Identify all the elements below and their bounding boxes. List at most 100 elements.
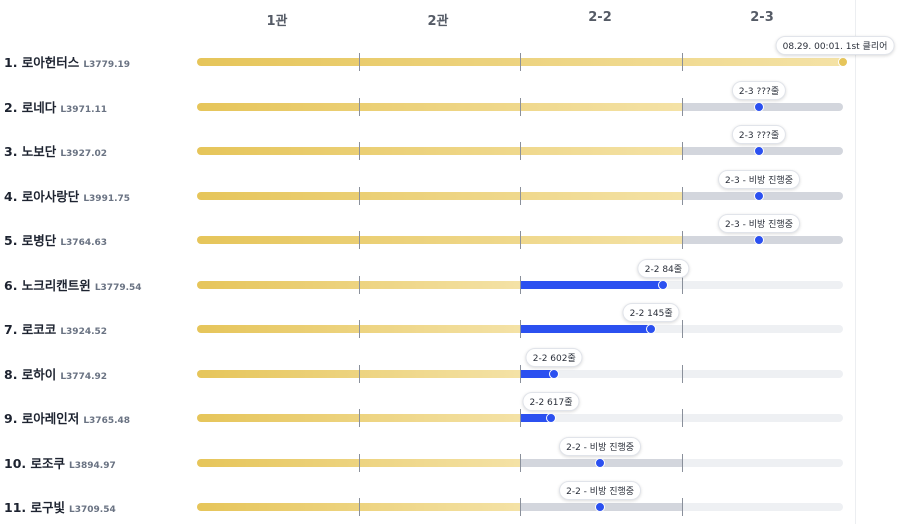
guild-name: 6. 노크리캔트윈 xyxy=(4,277,91,293)
stage-divider xyxy=(520,142,521,160)
guild-name: 1. 로아헌터스 xyxy=(4,55,80,70)
guild-level: L3924.52 xyxy=(60,327,108,337)
guild-label: 10. 로조쿠 L3894.97 xyxy=(4,441,116,485)
stage-divider xyxy=(520,231,521,249)
stage-divider xyxy=(358,142,360,160)
stage-divider xyxy=(358,498,360,516)
progress-track: 2-2 145줄 xyxy=(197,303,843,338)
progress-tooltip: 2-2 617줄 xyxy=(522,392,580,411)
guild-name: 10. 로조쿠 xyxy=(4,455,65,471)
column-header: 2-3 xyxy=(750,10,774,25)
column-header: 1관 xyxy=(266,14,288,29)
ranking-row: 1. 로아헌터스 L3779.19 08.29. 00:01. 1st 클리어 xyxy=(0,36,900,84)
ranking-row: 5. 로병단 L3764.63 2-3 - 비방 진행중 xyxy=(0,214,900,262)
progress-marker xyxy=(549,368,560,379)
guild-label: 2. 로네다 L3971.11 xyxy=(4,85,107,129)
ranking-row: 4. 로아사랑단 L3991.75 2-3 - 비방 진행중 xyxy=(0,169,900,218)
progress-tooltip: 2-2 84줄 xyxy=(637,258,690,278)
stage-divider xyxy=(681,320,683,338)
stage-divider xyxy=(520,53,521,71)
stage-divider xyxy=(681,231,683,249)
progress-track: 2-2 617줄 xyxy=(197,392,843,427)
progress-tooltip: 08.29. 00:01. 1st 클리어 xyxy=(775,36,895,55)
progress-track: 2-3 - 비방 진행중 xyxy=(197,214,843,249)
stage-divider xyxy=(681,453,683,472)
progress-fill-current xyxy=(520,325,652,333)
progress-remaining xyxy=(663,280,843,289)
guild-label: 9. 로아레인저 L3765.48 xyxy=(4,396,130,440)
guild-name: 11. 로구빛 xyxy=(4,500,65,515)
progress-remaining xyxy=(651,325,843,333)
stage-divider xyxy=(520,97,521,116)
ranking-row: 9. 로아레인저 L3765.48 2-2 617줄 xyxy=(0,392,900,440)
guild-label: 7. 로코코 L3924.52 xyxy=(4,307,107,351)
progress-marker xyxy=(754,190,765,201)
stage-divider xyxy=(358,453,360,472)
stage-divider xyxy=(520,453,521,472)
progress-marker xyxy=(646,324,657,334)
progress-marker xyxy=(658,279,669,290)
guild-label: 4. 로아사랑단 L3991.75 xyxy=(4,174,130,218)
stage-divider xyxy=(358,97,360,116)
progress-track: 2-2 84줄 xyxy=(197,258,843,294)
guild-level: L3774.92 xyxy=(60,371,108,382)
progress-track: 2-3 ???줄 xyxy=(197,125,843,160)
guild-level: L3779.54 xyxy=(94,282,142,293)
guild-name: 8. 로하이 xyxy=(4,366,57,382)
stage-divider xyxy=(358,364,360,383)
ranking-row: 8. 로하이 L3774.92 2-2 602줄 xyxy=(0,347,900,396)
stage-divider xyxy=(520,275,521,294)
guild-name: 3. 노보단 xyxy=(4,144,57,159)
ranking-row: 11. 로구빛 L3709.54 2-2 - 비방 진행중 xyxy=(0,481,900,529)
guild-label: 11. 로구빛 L3709.54 xyxy=(4,485,116,529)
progress-tooltip: 2-2 145줄 xyxy=(622,303,680,322)
progress-remaining xyxy=(681,503,843,511)
stage-divider xyxy=(358,320,360,338)
progress-marker xyxy=(546,413,556,423)
guild-level: L3779.19 xyxy=(83,60,131,70)
progress-fill-cleared xyxy=(197,102,682,111)
progress-track: 2-3 ???줄 xyxy=(197,80,843,116)
guild-level: L3894.97 xyxy=(69,460,116,471)
stage-divider xyxy=(681,364,683,383)
guild-label: 1. 로아헌터스 L3779.19 xyxy=(4,40,130,84)
guild-label: 5. 로병단 L3764.63 xyxy=(4,218,107,262)
stage-divider xyxy=(681,498,683,516)
progress-marker xyxy=(754,146,765,156)
ranking-row: 3. 노보단 L3927.02 2-3 ???줄 xyxy=(0,125,900,173)
stage-divider xyxy=(520,409,521,427)
stage-divider xyxy=(358,409,360,427)
progress-fill-current xyxy=(520,414,551,422)
guild-label: 3. 노보단 L3927.02 xyxy=(4,129,107,173)
progress-fill-current xyxy=(520,280,664,289)
progress-tooltip: 2-2 - 비방 진행중 xyxy=(559,436,642,456)
progress-remaining xyxy=(681,458,843,467)
progress-tooltip: 2-3 - 비방 진행중 xyxy=(718,214,800,233)
stage-divider xyxy=(681,142,683,160)
column-header: 2-2 xyxy=(588,10,612,25)
guild-name: 4. 로아사랑단 xyxy=(4,188,80,204)
progress-marker xyxy=(595,457,606,468)
guild-label: 6. 노크리캔트윈 L3779.54 xyxy=(4,263,142,307)
stage-divider xyxy=(358,186,360,205)
ranking-row: 2. 로네다 L3971.11 2-3 ???줄 xyxy=(0,80,900,129)
progress-tooltip: 2-3 - 비방 진행중 xyxy=(718,169,800,189)
ranking-row: 7. 로코코 L3924.52 2-2 145줄 xyxy=(0,303,900,351)
progress-tooltip: 2-3 ???줄 xyxy=(731,125,787,144)
stage-divider xyxy=(520,364,521,383)
progress-fill-cleared xyxy=(197,147,682,155)
stage-divider xyxy=(681,97,683,116)
guild-level: L3765.48 xyxy=(83,416,131,426)
guild-level: L3764.63 xyxy=(60,238,108,248)
stage-divider xyxy=(358,53,360,71)
progress-track: 2-2 602줄 xyxy=(197,347,843,383)
column-header: 2관 xyxy=(427,14,449,29)
progress-track: 2-2 - 비방 진행중 xyxy=(197,481,843,516)
progress-remaining xyxy=(554,369,843,378)
progress-track: 2-3 - 비방 진행중 xyxy=(197,169,843,205)
guild-name: 5. 로병단 xyxy=(4,233,57,248)
guild-name: 9. 로아레인저 xyxy=(4,411,80,426)
ranking-row: 10. 로조쿠 L3894.97 2-2 - 비방 진행중 xyxy=(0,436,900,485)
guild-level: L3991.75 xyxy=(83,193,131,204)
progress-marker xyxy=(754,101,765,112)
